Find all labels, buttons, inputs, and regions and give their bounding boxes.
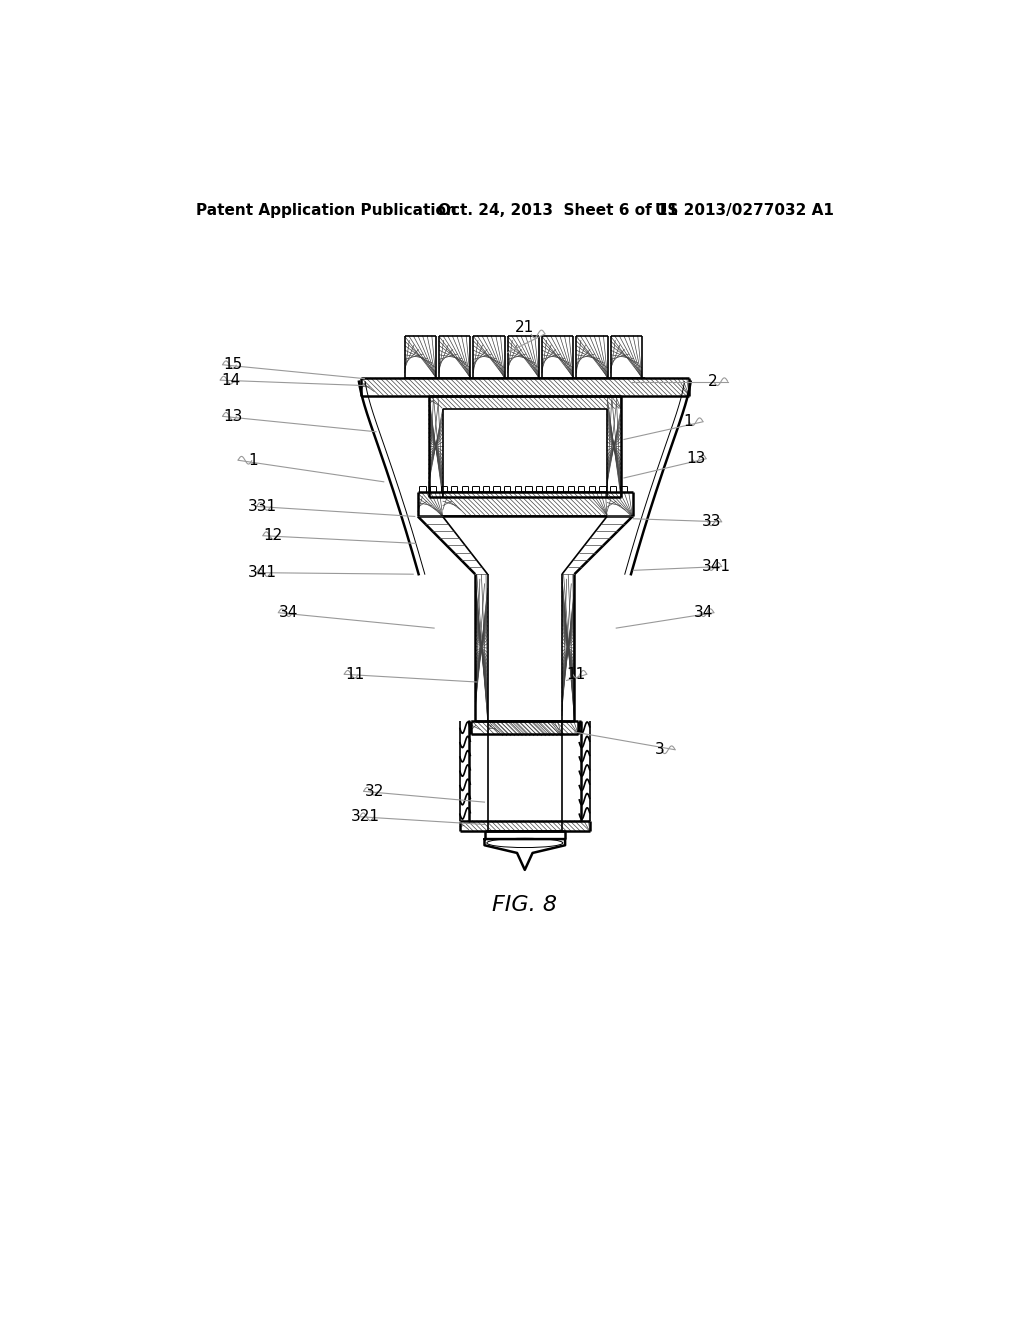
Text: Oct. 24, 2013  Sheet 6 of 11: Oct. 24, 2013 Sheet 6 of 11 <box>438 203 678 218</box>
Text: 15: 15 <box>223 358 243 372</box>
Text: 3: 3 <box>655 742 665 758</box>
Text: 341: 341 <box>701 558 730 574</box>
Text: 1: 1 <box>683 414 692 429</box>
Text: Patent Application Publication: Patent Application Publication <box>197 203 457 218</box>
Text: 331: 331 <box>248 499 276 513</box>
Text: 34: 34 <box>693 605 713 620</box>
Text: 1: 1 <box>249 453 258 467</box>
Text: 11: 11 <box>345 667 365 682</box>
Text: 321: 321 <box>351 809 380 824</box>
Text: 12: 12 <box>264 528 283 544</box>
Text: 33: 33 <box>701 515 721 529</box>
Text: US 2013/0277032 A1: US 2013/0277032 A1 <box>655 203 834 218</box>
Text: 2: 2 <box>708 374 718 389</box>
Text: 34: 34 <box>280 605 299 620</box>
Text: 13: 13 <box>686 451 706 466</box>
Text: FIG. 8: FIG. 8 <box>493 895 557 915</box>
Polygon shape <box>484 840 565 870</box>
Text: 13: 13 <box>223 409 243 424</box>
Text: 341: 341 <box>248 565 276 581</box>
Text: 14: 14 <box>221 372 241 388</box>
Text: 21: 21 <box>515 321 535 335</box>
Text: 11: 11 <box>566 667 586 682</box>
Text: 32: 32 <box>365 784 384 799</box>
